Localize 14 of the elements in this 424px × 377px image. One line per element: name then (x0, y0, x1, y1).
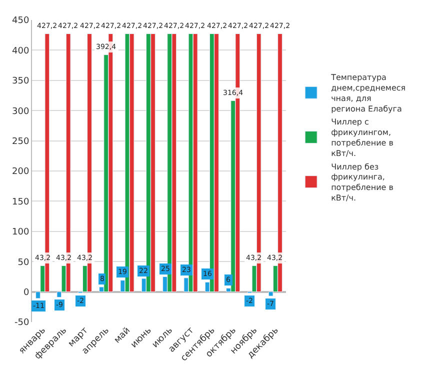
y-tick-label: -50 (14, 318, 30, 328)
legend-label: Чиллер без фрикулинга, потребление в кВт/ч. (331, 162, 394, 203)
y-tick-label: 450 (12, 16, 30, 26)
y-tick-label: 300 (12, 106, 30, 117)
y-tick-label: 100 (12, 228, 30, 238)
y-tick-label: 250 (12, 136, 30, 147)
y-tick-label: 50 (18, 258, 30, 268)
legend-label: Чиллер с фрикулингом, потребление в кВт/ч. (331, 118, 394, 158)
y-tick-label: 150 (12, 197, 30, 208)
y-tick-label: 200 (12, 167, 30, 178)
y-tick-label: 400 (12, 46, 30, 56)
y-tick-label: 0 (23, 288, 30, 298)
y-tick-label: 350 (12, 76, 30, 87)
legend-label: Температура днем,среднемесячная, для региона Елабуга (330, 73, 406, 114)
